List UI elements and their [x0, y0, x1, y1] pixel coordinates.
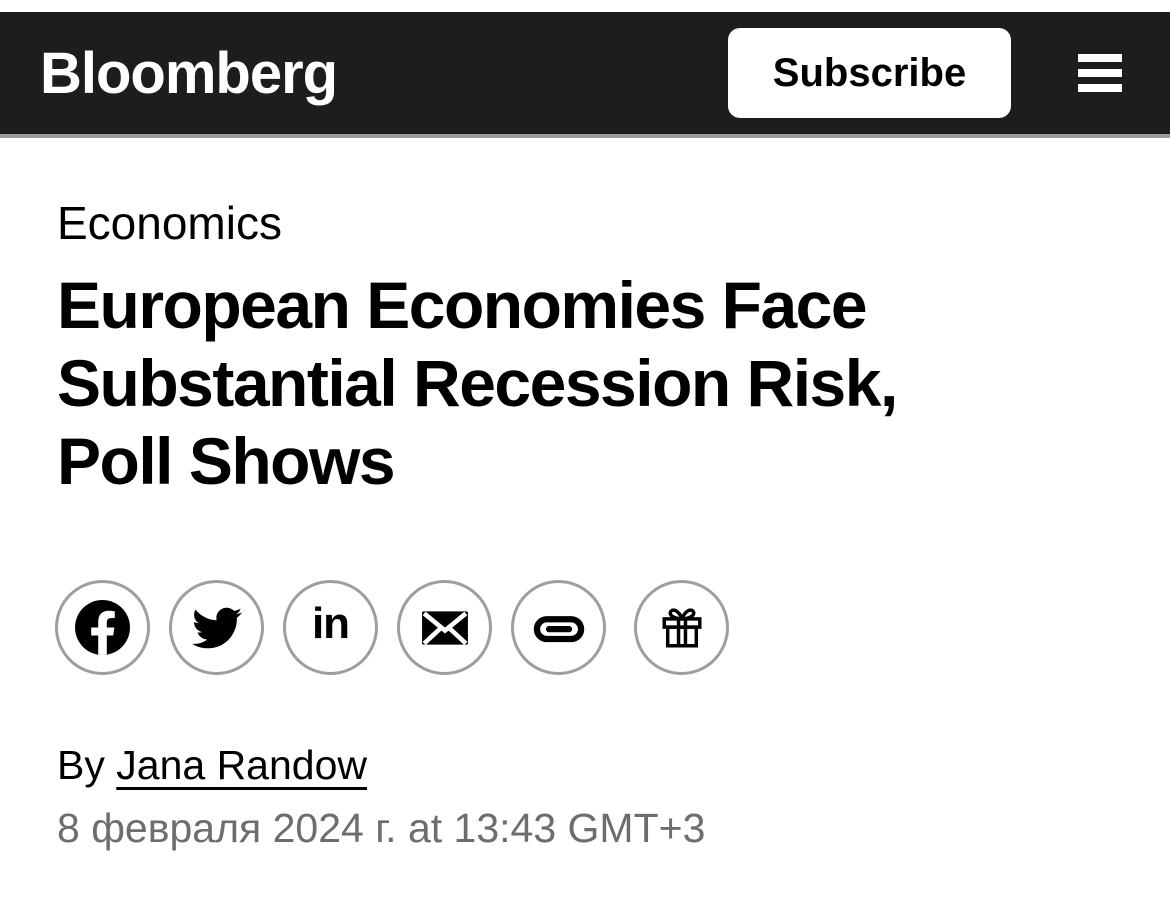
hamburger-bar [1078, 69, 1122, 77]
headline-line: European Economies Face [57, 268, 868, 342]
category-label[interactable]: Economics [57, 197, 282, 249]
headline-line: Poll Shows [57, 424, 396, 498]
bloomberg-logo[interactable]: Bloomberg [40, 40, 338, 106]
email-share-button[interactable] [397, 580, 492, 675]
publish-date: 8 февраля 2024 г. at 13:43 GMT+3 [57, 805, 706, 851]
subscribe-button[interactable]: Subscribe [728, 28, 1011, 118]
article-header-section: Economics European Economies Face Substa… [0, 138, 1170, 905]
copy-link-button[interactable] [511, 580, 606, 675]
linkedin-share-button[interactable]: in [283, 580, 378, 675]
twitter-icon [191, 607, 242, 648]
hamburger-menu-icon[interactable] [1078, 54, 1122, 92]
top-navbar: Bloomberg Subscribe [0, 12, 1170, 138]
share-toolbar: in [55, 580, 729, 675]
headline-line: Substantial Recession Risk, [57, 346, 898, 420]
gift-icon [661, 607, 701, 648]
link-icon [533, 615, 584, 642]
email-icon [421, 610, 468, 645]
byline-prefix: By [57, 742, 105, 788]
linkedin-icon: in [311, 598, 350, 648]
hamburger-bar [1078, 84, 1122, 92]
facebook-icon [75, 600, 130, 655]
facebook-share-button[interactable] [55, 580, 150, 675]
author-link[interactable]: Jana Randow [116, 742, 367, 788]
byline: By Jana Randow [57, 742, 367, 789]
gift-article-button[interactable] [634, 580, 729, 675]
article-headline: European Economies Face Substantial Rece… [57, 266, 898, 500]
hamburger-bar [1078, 54, 1122, 62]
twitter-share-button[interactable] [169, 580, 264, 675]
nav-right-group: Subscribe [728, 28, 1122, 118]
